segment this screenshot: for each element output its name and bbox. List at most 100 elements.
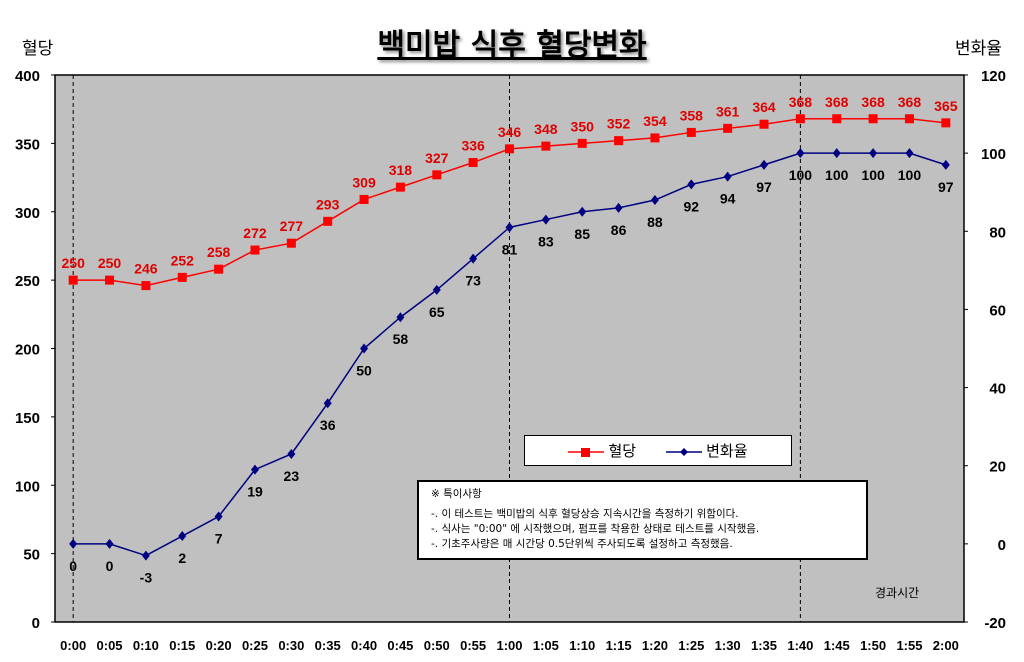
y-tick-label: 100	[15, 478, 40, 495]
glucose-point	[904, 114, 914, 124]
rate-data-label: -3	[140, 570, 153, 586]
x-axis-label: 경과시간	[875, 586, 920, 600]
rate-point	[141, 550, 150, 561]
x-tick-label: 0:05	[97, 638, 123, 653]
y-tick-label: 200	[15, 342, 40, 359]
rate-data-label: 7	[215, 531, 223, 547]
x-tick-label: 1:30	[715, 638, 741, 653]
rate-point	[469, 253, 478, 264]
glucose-data-label: 346	[498, 124, 522, 140]
y-tick-label: 150	[15, 410, 40, 427]
y-tick-label: 50	[23, 547, 40, 564]
rate-data-label: 100	[825, 167, 849, 183]
x-tick-label: 0:15	[169, 638, 195, 653]
rate-point	[541, 214, 550, 225]
rate-point	[614, 202, 623, 213]
x-tick-label: 0:30	[278, 638, 304, 653]
rate-data-label: 73	[465, 273, 481, 289]
y2-tick-label: 120	[981, 68, 1006, 85]
note-line: -. 이 테스트는 백미밥의 식후 혈당상승 지속시간을 측정하기 위함이다.	[431, 508, 739, 520]
y-tick-label: 350	[15, 136, 40, 153]
rate-point	[505, 222, 514, 233]
rate-point	[832, 148, 841, 159]
red-square-marker-icon	[568, 443, 605, 461]
glucose-point	[650, 133, 660, 143]
glucose-point	[832, 114, 842, 124]
rate-point	[687, 179, 696, 190]
glucose-point	[686, 127, 696, 137]
x-tick-label: 0:40	[351, 638, 377, 653]
glucose-data-label: 354	[643, 113, 667, 129]
x-tick-label: 0:00	[60, 638, 86, 653]
rate-point	[650, 195, 659, 206]
glucose-data-label: 336	[461, 138, 485, 154]
x-tick-label: 1:00	[496, 638, 522, 653]
glucose-point	[250, 245, 260, 255]
rate-data-label: 23	[284, 468, 300, 484]
rate-data-label: 97	[938, 179, 954, 195]
x-tick-label: 1:25	[678, 638, 704, 653]
glucose-data-label: 368	[898, 94, 922, 110]
rate-point	[432, 284, 441, 295]
glucose-point	[359, 194, 369, 204]
glucose-point	[614, 136, 624, 146]
y2-tick-label: 40	[989, 381, 1006, 398]
glucose-point	[395, 182, 405, 192]
glucose-point	[795, 114, 805, 124]
glucose-data-label: 348	[534, 121, 558, 137]
glucose-data-label: 368	[861, 94, 885, 110]
legend: 혈당 변화율	[524, 435, 792, 466]
glucose-point	[759, 119, 769, 129]
y2-tick-label: 60	[989, 302, 1006, 319]
rate-data-label: 2	[178, 550, 186, 566]
rate-data-label: 86	[611, 222, 627, 238]
glucose-data-label: 352	[607, 116, 631, 132]
glucose-point	[723, 123, 733, 133]
rate-data-label: 100	[898, 167, 922, 183]
x-tick-label: 1:10	[569, 638, 595, 653]
note-line: -. 기초주사량은 매 시간당 0.5단위씩 주사되도록 설정하고 측정했음.	[431, 538, 733, 550]
glucose-point	[505, 144, 514, 154]
rate-point	[941, 159, 950, 170]
legend-label: 혈당	[608, 442, 637, 460]
glucose-point	[577, 138, 587, 148]
rate-data-label: 88	[647, 214, 663, 230]
glucose-data-label: 318	[389, 162, 413, 178]
rate-point	[360, 343, 369, 354]
rate-data-label: 81	[502, 241, 518, 257]
rate-data-label: 92	[684, 198, 700, 214]
x-tick-label: 0:20	[206, 638, 232, 653]
x-tick-label: 0:50	[424, 638, 450, 653]
glucose-point	[323, 216, 333, 226]
y-tick-label: 0	[32, 615, 40, 632]
y2-tick-label: 0	[998, 537, 1006, 554]
notes-box: ※ 특이사항 -. 이 테스트는 백미밥의 식후 혈당상승 지속시간을 측정하기…	[417, 480, 868, 560]
glucose-data-label: 252	[171, 252, 195, 268]
rate-data-label: 19	[247, 484, 263, 500]
left-axis-label: 혈당	[22, 39, 54, 59]
chart-title: 백미밥 식후 혈당변화	[377, 28, 647, 63]
rate-point	[178, 531, 187, 542]
glucose-data-label: 350	[571, 118, 595, 134]
rate-data-label: 58	[393, 331, 409, 347]
rate-point	[287, 448, 296, 459]
glucose-point	[286, 238, 296, 248]
glucose-point	[432, 170, 442, 180]
glucose-data-label: 293	[316, 196, 340, 212]
legend-item-rate: 변화율	[666, 440, 748, 461]
rate-data-label: 94	[720, 191, 736, 207]
x-tick-label: 1:40	[787, 638, 813, 653]
glucose-data-label: 368	[825, 94, 849, 110]
rate-point	[250, 464, 259, 475]
glucose-data-label: 361	[716, 103, 740, 119]
glucose-data-label: 277	[280, 218, 304, 234]
y-tick-label: 250	[15, 273, 40, 290]
x-tick-label: 1:45	[824, 638, 850, 653]
glucose-point	[468, 158, 478, 168]
legend-item-glucose: 혈당	[568, 440, 636, 461]
rate-data-label: 85	[574, 226, 590, 242]
y2-tick-label: 80	[989, 224, 1006, 241]
x-tick-label: 0:55	[460, 638, 486, 653]
glucose-data-label: 365	[934, 98, 958, 114]
